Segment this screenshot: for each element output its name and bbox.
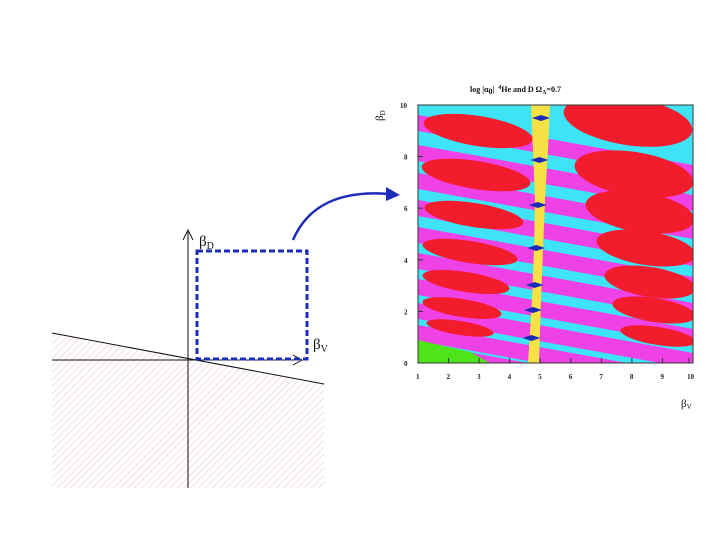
red-lobe	[422, 297, 502, 319]
plot-y-axis-label: βD	[374, 110, 387, 121]
red-lobe	[426, 319, 494, 337]
red-lobe	[422, 238, 518, 266]
node-marker	[524, 307, 542, 313]
node-marker	[527, 245, 546, 251]
red-lobe	[422, 269, 510, 295]
red-lobe	[421, 158, 531, 192]
node-marker	[525, 282, 544, 288]
x-tick-label: 2	[447, 373, 451, 381]
node-marker	[532, 115, 550, 121]
red-lobe	[563, 105, 693, 147]
zoom-arrow-head	[386, 187, 400, 201]
y-tick-label: 8	[404, 154, 408, 162]
x-axis-arrowhead	[292, 354, 304, 366]
x-tick-label: 7	[599, 373, 603, 381]
x-tick-label: 3	[477, 373, 481, 381]
constraint-boundary-line	[51, 332, 325, 385]
red-lobe	[574, 150, 693, 198]
node-marker	[530, 157, 549, 163]
x-tick-label: 10	[687, 373, 695, 381]
red-lobe	[423, 113, 533, 149]
x-tick-label: 6	[569, 373, 573, 381]
x-tick-label: 5	[538, 373, 542, 381]
node-marker	[528, 202, 547, 208]
y-tick-label: 0	[404, 360, 408, 368]
green-corner-region	[418, 340, 490, 363]
red-lobe	[596, 229, 693, 267]
contour-plot: log |α0| 4He and D ΩΛ=0.7 βD βV 1 2 3 4 5 6 7 8 9…	[374, 85, 695, 411]
plot-title: log |α0| 4He and D ΩΛ=0.7	[470, 85, 561, 96]
y-axis-arrowhead	[182, 228, 194, 241]
red-lobe	[612, 296, 693, 324]
red-lobe	[604, 265, 693, 299]
yellow-vertical-band	[528, 105, 550, 363]
zoom-arrow	[291, 187, 400, 241]
red-lobe	[424, 200, 524, 230]
zoom-region-dashed-box	[195, 249, 309, 361]
y-tick-label: 10	[400, 102, 408, 110]
sketch-y-axis-label: βD	[199, 234, 214, 252]
y-tick-label: 2	[404, 308, 408, 316]
red-lobe	[585, 190, 693, 234]
red-lobe	[620, 325, 693, 347]
zoom-arrow-curve	[291, 192, 391, 241]
x-tick-label: 1	[416, 373, 420, 381]
plot-area	[418, 105, 693, 363]
y-tick-label: 4	[404, 257, 408, 265]
parameter-space-sketch: βD βV	[51, 228, 329, 488]
x-tick-label: 9	[660, 373, 664, 381]
sketch-x-axis-label: βV	[313, 337, 329, 355]
x-tick-label: 8	[630, 373, 634, 381]
y-tick-label: 6	[404, 205, 408, 213]
plot-frame	[417, 104, 694, 364]
node-marker	[522, 335, 541, 341]
plot-x-axis-label: βV	[681, 398, 692, 411]
x-tick-label: 4	[508, 373, 512, 381]
magenta-corner-stripe	[418, 330, 470, 349]
